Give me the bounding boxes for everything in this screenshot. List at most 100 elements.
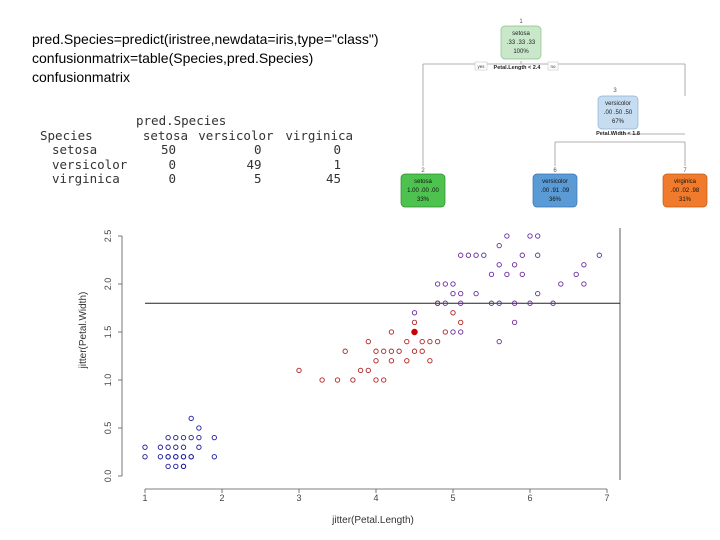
split-text: Petal.Width < 1.8 [596,131,640,137]
x-tick-label: 4 [373,493,378,503]
data-point-virginica [450,281,456,287]
scatter-points [142,233,602,470]
data-point-virginica [496,242,502,249]
data-point-virginica [465,252,472,258]
split-no: no [550,64,556,69]
cm-row-versicolor: versicolor 0 49 1 [40,156,353,173]
node-id: 3 [613,88,617,94]
data-point-virginica [581,262,587,268]
x-tick-label: 2 [219,493,224,503]
cm-cell: 45 [326,171,342,186]
data-point-versicolor [381,377,387,383]
data-point-versicolor [373,377,379,383]
x-tick-label: 5 [450,493,455,503]
tree-leaf-virginica: 7 virginica .00 .02 .98 31% [662,168,708,208]
data-point-versicolor [388,348,395,354]
cm-row-setosa: setosa 50 0 0 [40,142,353,158]
split-text: Petal.Length < 2.4 [494,65,542,71]
code-line-print: confusionmatrix [32,69,131,85]
data-point-versicolor [427,358,433,364]
highlighted-point [411,328,418,336]
cm-cell: 1 [333,156,342,172]
split-no-box [547,61,559,71]
confusion-matrix-output: pred.Species Species setosa versicolor vir… [40,113,354,187]
data-point-versicolor [334,377,341,383]
data-point-versicolor [404,358,410,364]
data-point-versicolor [350,377,356,383]
data-point-virginica [535,252,541,258]
data-point-virginica [558,281,564,287]
tree-edge [422,61,686,166]
cm-col-virginica: virginica [285,127,354,143]
code-line-table: confusionmatrix=table(Species,pred.Speci… [32,50,314,66]
data-point-virginica [473,252,479,258]
node-probs: .00 .50 .50 [604,110,633,116]
data-point-versicolor [411,319,418,326]
data-point-versicolor [396,348,402,354]
data-point-setosa [173,454,179,460]
data-point-virginica [411,310,418,316]
r-code: pred.Species=predict(iristree,newdata=ir… [32,30,379,87]
node-box [400,173,446,208]
data-point-versicolor [434,338,441,345]
data-point-setosa [180,454,187,460]
x-tick-label: 7 [604,493,609,503]
node-pct: 31% [679,197,692,203]
tree-leaf-versicolor: 6 versicolor .00 .91 .09 36% [532,168,578,208]
data-point-virginica [504,233,510,239]
data-point-versicolor [365,367,371,374]
data-point-setosa [180,434,187,441]
y-tick-label: 2.0 [103,278,113,291]
data-point-versicolor [442,329,448,335]
data-point-setosa [180,463,187,470]
cm-col-title: pred.Species [136,113,227,128]
cm-cell: 0 [168,156,176,172]
cm-cell: 0 [168,171,176,186]
node-box [500,25,542,60]
y-tick-label: 1.0 [103,374,113,387]
node-pct: 67% [612,119,625,125]
data-point-versicolor [419,348,425,354]
code-line-predict: pred.Species=predict(iristree,newdata=ir… [32,31,379,47]
plot-axes: 1 2 3 4 5 6 7 0.0 0.5 1.0 1.5 2.0 2.5 [103,228,621,503]
cm-col-setosa: setosa [142,127,188,143]
data-point-virginica [481,252,487,258]
split-yes: yes [477,64,485,69]
data-point-virginica [473,290,479,297]
data-point-virginica [434,281,441,287]
cm-cell: 5 [254,171,262,186]
cm-cell: 49 [246,156,262,172]
node-pct: 36% [549,197,562,203]
tree-edge [554,133,686,166]
data-point-versicolor [388,329,395,335]
tree-node-root: 1 setosa .33 .33 .33 100% [500,19,542,60]
data-point-versicolor [357,367,364,374]
data-point-versicolor [450,310,456,316]
node-probs: 1.00 .00 .00 [407,188,439,194]
y-tick-label: 1.5 [103,326,113,339]
cm-col-versicolor: versicolor [198,127,274,143]
data-point-versicolor [373,348,379,354]
scatter-plot: 1 2 3 4 5 6 7 0.0 0.5 1.0 1.5 2.0 2.5 jitter(Petal.L… [78,228,621,526]
data-point-virginica [442,281,448,287]
data-point-versicolor [411,348,418,354]
cm-row-label: setosa [52,142,98,157]
node-probs: .33 .33 .33 [507,40,536,46]
data-point-setosa [165,463,171,470]
y-axis-label: jitter(Petal.Width) [78,292,89,370]
data-point-virginica [550,300,556,306]
data-point-setosa [211,454,217,460]
cm-cell: 0 [254,142,262,157]
data-point-virginica [504,271,510,278]
x-tick-label: 1 [142,493,147,503]
data-point-versicolor [388,358,395,364]
data-point-virginica [458,300,464,306]
data-point-versicolor [427,338,433,345]
data-point-virginica [458,252,464,258]
split-yes-box [474,61,488,71]
cm-row-label: versicolor [52,156,128,172]
data-point-setosa [173,463,179,470]
node-label: setosa [512,31,530,37]
node-box [662,173,708,208]
data-point-virginica [535,290,541,297]
